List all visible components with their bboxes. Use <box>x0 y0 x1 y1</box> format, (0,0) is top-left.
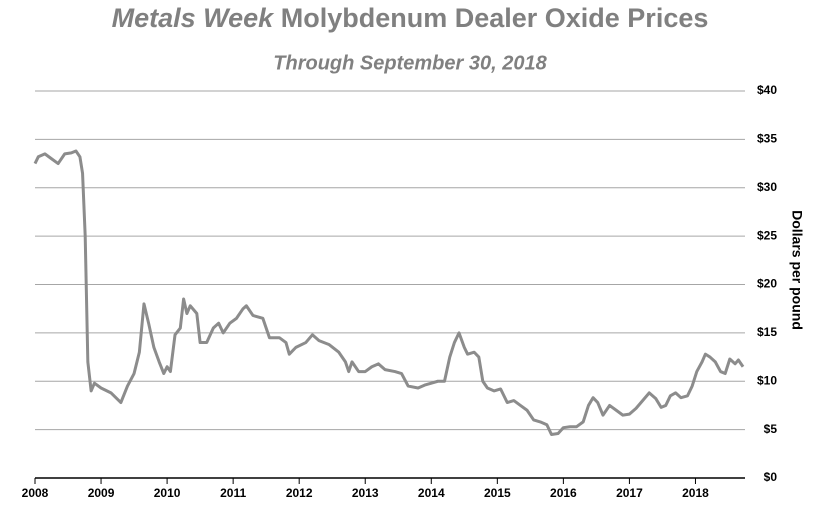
x-tick-label: 2011 <box>220 486 246 500</box>
y-tick-label: $15 <box>757 325 777 339</box>
x-tick-label: 2010 <box>154 486 181 500</box>
y-axis-label: Dollars per pound <box>789 210 805 330</box>
x-tick-label: 2008 <box>22 486 49 500</box>
chart-title: Metals Week Molybdenum Dealer Oxide Pric… <box>112 3 709 33</box>
x-tick-label: 2017 <box>616 486 643 500</box>
x-tick-label: 2014 <box>418 486 445 500</box>
y-tick-label: $20 <box>757 277 777 291</box>
title-italic: Metals Week <box>112 3 276 33</box>
y-tick-label: $35 <box>757 132 777 146</box>
title-text: Molybdenum Dealer Oxide Prices <box>281 3 709 33</box>
x-tick-label: 2018 <box>682 486 709 500</box>
y-tick-label: $30 <box>757 180 777 194</box>
x-tick-label: 2013 <box>352 486 379 500</box>
x-tick-label: 2015 <box>484 486 511 500</box>
x-tick-label: 2009 <box>88 486 115 500</box>
price-line <box>33 149 745 436</box>
y-tick-label: $25 <box>757 228 777 242</box>
y-tick-label: $5 <box>764 422 778 436</box>
x-tick-label: 2016 <box>550 486 577 500</box>
y-tick-label: $10 <box>757 373 777 387</box>
y-tick-label: $0 <box>764 470 778 484</box>
chart-subtitle: Through September 30, 2018 <box>273 52 547 74</box>
y-tick-label: $40 <box>757 83 777 97</box>
x-tick-label: 2012 <box>286 486 313 500</box>
